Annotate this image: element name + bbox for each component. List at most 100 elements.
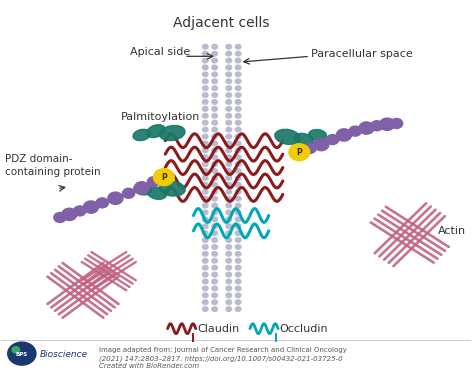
Text: P: P — [161, 172, 167, 182]
Circle shape — [212, 245, 218, 249]
Circle shape — [202, 169, 208, 173]
Circle shape — [212, 293, 218, 298]
Circle shape — [62, 208, 77, 221]
Circle shape — [226, 44, 232, 49]
Circle shape — [337, 129, 351, 141]
Circle shape — [235, 224, 241, 229]
Circle shape — [235, 72, 241, 77]
Text: PDZ domain-
containing protein: PDZ domain- containing protein — [5, 154, 101, 177]
Circle shape — [235, 114, 241, 118]
Circle shape — [226, 58, 232, 63]
Circle shape — [235, 107, 241, 111]
Circle shape — [226, 279, 232, 284]
Circle shape — [235, 176, 241, 180]
Circle shape — [202, 72, 208, 77]
Circle shape — [202, 272, 208, 277]
Ellipse shape — [147, 187, 166, 199]
Circle shape — [235, 127, 241, 132]
Circle shape — [202, 86, 208, 90]
Circle shape — [212, 65, 218, 70]
Circle shape — [212, 203, 218, 208]
Circle shape — [202, 100, 208, 104]
Circle shape — [226, 245, 232, 249]
Circle shape — [235, 162, 241, 166]
Circle shape — [226, 169, 232, 173]
Circle shape — [349, 126, 361, 136]
Circle shape — [212, 114, 218, 118]
Circle shape — [202, 44, 208, 49]
Circle shape — [202, 107, 208, 111]
Circle shape — [235, 286, 241, 291]
Circle shape — [212, 51, 218, 56]
Circle shape — [202, 148, 208, 152]
Circle shape — [235, 245, 241, 249]
Circle shape — [235, 86, 241, 90]
Circle shape — [212, 121, 218, 125]
Circle shape — [235, 231, 241, 236]
Circle shape — [235, 134, 241, 139]
Circle shape — [212, 210, 218, 215]
Circle shape — [122, 188, 135, 198]
Circle shape — [226, 100, 232, 104]
Circle shape — [235, 169, 241, 173]
Circle shape — [202, 224, 208, 229]
Circle shape — [202, 203, 208, 208]
Circle shape — [226, 231, 232, 236]
Circle shape — [83, 201, 99, 213]
Circle shape — [235, 65, 241, 70]
Ellipse shape — [146, 125, 165, 137]
Circle shape — [12, 347, 19, 353]
Circle shape — [226, 224, 232, 229]
Circle shape — [226, 141, 232, 146]
Circle shape — [226, 182, 232, 187]
Circle shape — [327, 135, 339, 144]
Circle shape — [226, 72, 232, 77]
Circle shape — [226, 196, 232, 201]
Circle shape — [202, 307, 208, 311]
Ellipse shape — [133, 129, 150, 141]
Circle shape — [202, 265, 208, 270]
Circle shape — [226, 300, 232, 305]
Circle shape — [147, 177, 160, 187]
Circle shape — [226, 210, 232, 215]
Circle shape — [226, 127, 232, 132]
Circle shape — [226, 134, 232, 139]
Circle shape — [202, 155, 208, 159]
Circle shape — [202, 93, 208, 97]
Circle shape — [202, 231, 208, 236]
Circle shape — [235, 265, 241, 270]
Circle shape — [380, 118, 395, 131]
Circle shape — [212, 286, 218, 291]
Circle shape — [226, 265, 232, 270]
Circle shape — [235, 258, 241, 263]
Text: Claudin: Claudin — [197, 324, 239, 334]
Text: P: P — [296, 148, 302, 157]
Circle shape — [226, 286, 232, 291]
Circle shape — [154, 169, 174, 186]
Circle shape — [235, 238, 241, 243]
Circle shape — [202, 217, 208, 222]
Ellipse shape — [294, 133, 313, 146]
Circle shape — [226, 238, 232, 243]
Circle shape — [212, 44, 218, 49]
Circle shape — [212, 258, 218, 263]
Circle shape — [226, 258, 232, 263]
Circle shape — [235, 307, 241, 311]
Circle shape — [235, 51, 241, 56]
Circle shape — [212, 169, 218, 173]
Text: BPS: BPS — [16, 352, 28, 357]
Circle shape — [202, 189, 208, 194]
Circle shape — [212, 182, 218, 187]
Circle shape — [359, 122, 374, 134]
Circle shape — [235, 279, 241, 284]
Ellipse shape — [134, 184, 152, 195]
Circle shape — [226, 293, 232, 298]
Circle shape — [235, 148, 241, 152]
Circle shape — [235, 300, 241, 305]
Circle shape — [235, 79, 241, 84]
Circle shape — [226, 86, 232, 90]
Text: (2021) 147:2803–2817. https://doi.org/10.1007/s00432-021-03725-0: (2021) 147:2803–2817. https://doi.org/10… — [100, 355, 343, 362]
Circle shape — [304, 143, 316, 153]
Circle shape — [212, 100, 218, 104]
Text: Adjacent cells: Adjacent cells — [173, 16, 270, 30]
